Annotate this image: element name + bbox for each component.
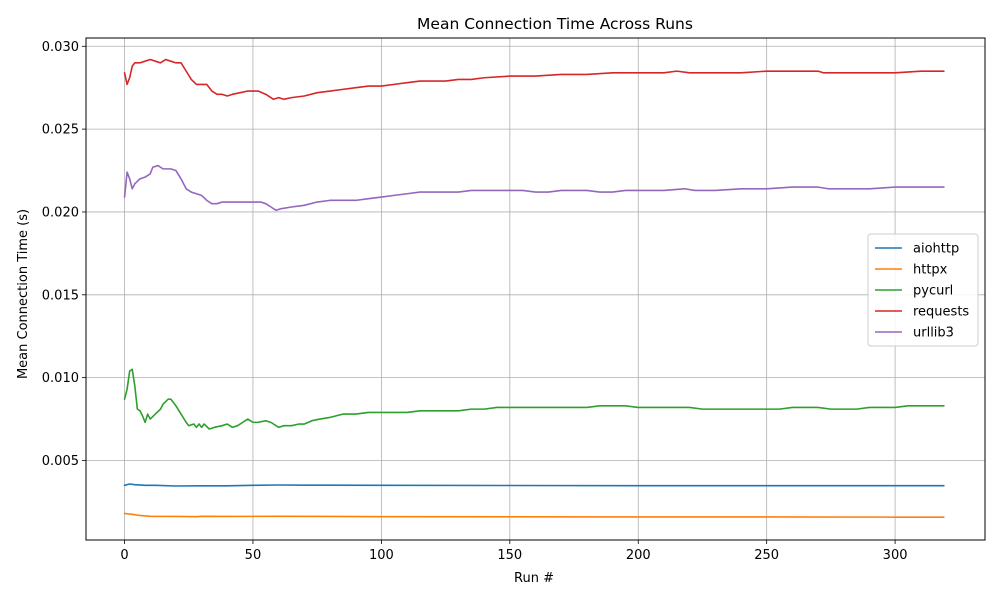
series-line-httpx xyxy=(123,512,945,518)
y-axis-label: Mean Connection Time (s) xyxy=(16,209,31,379)
y-axis: 0.005 0.010 0.015 0.020 0.025 0.030 xyxy=(42,40,86,469)
x-tick-label: 50 xyxy=(245,548,262,563)
legend-label-requests: requests xyxy=(913,305,969,320)
y-tick-label: 0.020 xyxy=(42,205,79,220)
x-tick-label: 0 xyxy=(120,548,128,563)
y-tick-label: 0.015 xyxy=(42,288,79,303)
series-line-urllib3 xyxy=(123,164,945,212)
y-tick-label: 0.030 xyxy=(42,40,79,55)
legend-label-httpx: httpx xyxy=(913,263,948,278)
legend-label-urllib3: urllib3 xyxy=(913,326,954,341)
y-tick-label: 0.010 xyxy=(42,371,79,386)
legend-label-aiohttp: aiohttp xyxy=(913,242,959,257)
legend: aiohttp httpx pycurl requests urllib3 xyxy=(867,233,979,347)
y-tick-label: 0.005 xyxy=(42,454,79,469)
x-tick-label: 250 xyxy=(754,548,779,563)
plot-area xyxy=(85,37,986,541)
series-line-requests xyxy=(123,58,945,101)
legend-label-pycurl: pycurl xyxy=(913,284,953,299)
chart-title: Mean Connection Time Across Runs xyxy=(417,15,693,33)
series-line-aiohttp xyxy=(123,483,945,487)
x-tick-label: 150 xyxy=(497,548,522,563)
y-tick-label: 0.025 xyxy=(42,123,79,138)
legend-box xyxy=(867,233,979,347)
series-layer xyxy=(123,58,945,518)
x-tick-label: 300 xyxy=(883,548,908,563)
x-axis: 0 50 100 150 200 250 300 xyxy=(120,540,908,563)
series-line-pycurl xyxy=(123,368,945,430)
x-tick-label: 200 xyxy=(626,548,651,563)
grid xyxy=(86,38,985,540)
x-tick-label: 100 xyxy=(369,548,394,563)
x-axis-label: Run # xyxy=(514,571,554,586)
